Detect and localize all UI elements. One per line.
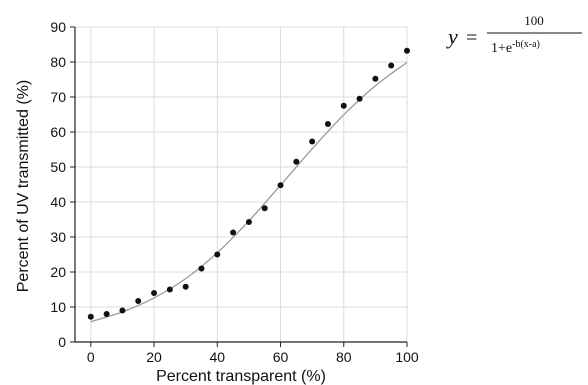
data-point — [135, 298, 142, 305]
formula-numerator: 100 — [524, 13, 544, 28]
y-axis-label: Percent of UV transmitted (%) — [15, 80, 32, 293]
formula-equals: = — [466, 27, 477, 49]
data-points — [87, 47, 410, 320]
y-tick-label: 70 — [50, 89, 66, 105]
data-point — [261, 205, 268, 212]
y-tick-label: 90 — [50, 19, 66, 35]
data-point — [356, 95, 363, 102]
data-point — [182, 283, 189, 290]
x-tick-label: 40 — [209, 349, 225, 365]
data-point — [87, 313, 94, 320]
tick-labels: 0 10 20 30 40 50 60 70 80 90 0 20 40 60 80 100 — [50, 19, 418, 365]
axes — [70, 26, 408, 347]
data-point — [230, 229, 237, 236]
formula-denominator-base: 1+e — [491, 41, 512, 56]
y-tick-label: 50 — [50, 159, 66, 175]
formula-y: y — [446, 24, 458, 49]
data-point — [214, 251, 221, 258]
data-point — [151, 290, 158, 296]
data-point — [309, 138, 316, 145]
data-point — [198, 265, 205, 272]
data-point — [340, 102, 347, 109]
y-tick-label: 0 — [58, 334, 66, 350]
data-point — [372, 75, 379, 82]
x-tick-label: 60 — [273, 349, 289, 365]
x-tick-label: 100 — [395, 349, 419, 365]
y-tick-label: 60 — [50, 124, 66, 140]
data-point — [119, 307, 126, 314]
x-tick-label: 0 — [87, 349, 95, 365]
data-point — [388, 62, 395, 69]
x-tick-label: 80 — [336, 349, 352, 365]
formula-annotation: y = 100 1+e-b(x-a) — [446, 13, 582, 56]
y-tick-label: 80 — [50, 54, 66, 70]
data-point — [103, 311, 110, 317]
y-tick-label: 40 — [50, 194, 66, 210]
data-point — [293, 158, 300, 165]
y-tick-label: 20 — [50, 264, 66, 280]
data-point — [277, 182, 284, 189]
y-tick-label: 30 — [50, 229, 66, 245]
x-tick-label: 20 — [146, 349, 162, 365]
data-point — [166, 286, 173, 293]
formula-denominator: 1+e-b(x-a) — [491, 39, 540, 56]
data-point — [245, 218, 252, 225]
x-axis-label: Percent transparent (%) — [156, 368, 326, 385]
grid — [75, 26, 408, 343]
data-point — [324, 120, 331, 127]
formula-exponent: -b(x-a) — [512, 39, 540, 50]
y-tick-label: 10 — [50, 299, 66, 315]
data-point — [404, 47, 410, 54]
